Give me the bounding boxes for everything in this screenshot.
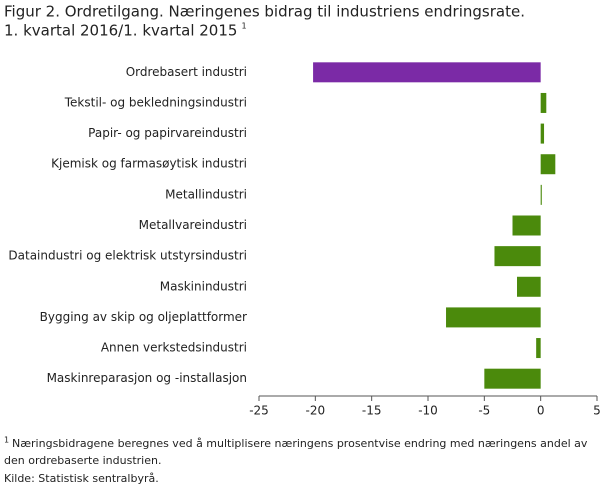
x-tick-label: 5 (593, 404, 601, 418)
bar (512, 215, 541, 236)
bar (540, 154, 556, 175)
x-tick-label: 0 (537, 404, 545, 418)
bar (446, 307, 541, 328)
bar (517, 276, 541, 297)
y-tick-label: Maskinindustri (160, 279, 247, 293)
bar (494, 246, 541, 267)
x-tick-label: -5 (478, 404, 490, 418)
y-tick-label: Tekstil- og bekledningsindustri (64, 95, 247, 109)
bar (484, 368, 541, 389)
y-tick-label: Kjemisk og farmasøytisk industri (51, 157, 247, 171)
y-tick-label: Metallvareindustri (139, 218, 247, 232)
footnote: den ordrebaserte industrien. (4, 454, 161, 467)
y-tick-label: Dataindustri og elektrisk utstyrsindustr… (8, 249, 247, 263)
y-tick-label: Annen verkstedsindustri (101, 341, 247, 355)
y-tick-label: Bygging av skip og oljeplattformer (40, 310, 247, 324)
footnote: Næringsbidragene beregnes ved å multipli… (12, 437, 588, 450)
y-tick-label: Papir- og papirvareindustri (88, 126, 247, 140)
source: Kilde: Statistisk sentralbyrå. (4, 472, 159, 485)
bar (540, 92, 547, 113)
y-tick-label: Maskinreparasjon og -installasjon (47, 371, 247, 385)
title-note: 1 (241, 22, 246, 31)
x-tick-label: -15 (362, 404, 382, 418)
bar (313, 62, 541, 83)
bar (536, 338, 541, 359)
x-tick-label: -10 (418, 404, 438, 418)
y-tick-label: Ordrebasert industri (126, 65, 247, 79)
bar (540, 123, 545, 144)
chart-title: 1. kvartal 2016/1. kvartal 2015 (4, 22, 237, 40)
footnote-mark: 1 (4, 436, 9, 445)
y-tick-label: Metallindustri (165, 187, 247, 201)
x-tick-label: -25 (249, 404, 269, 418)
chart-title: Figur 2. Ordretilgang. Næringenes bidrag… (4, 3, 525, 21)
bar (540, 184, 542, 205)
x-tick-label: -20 (306, 404, 326, 418)
